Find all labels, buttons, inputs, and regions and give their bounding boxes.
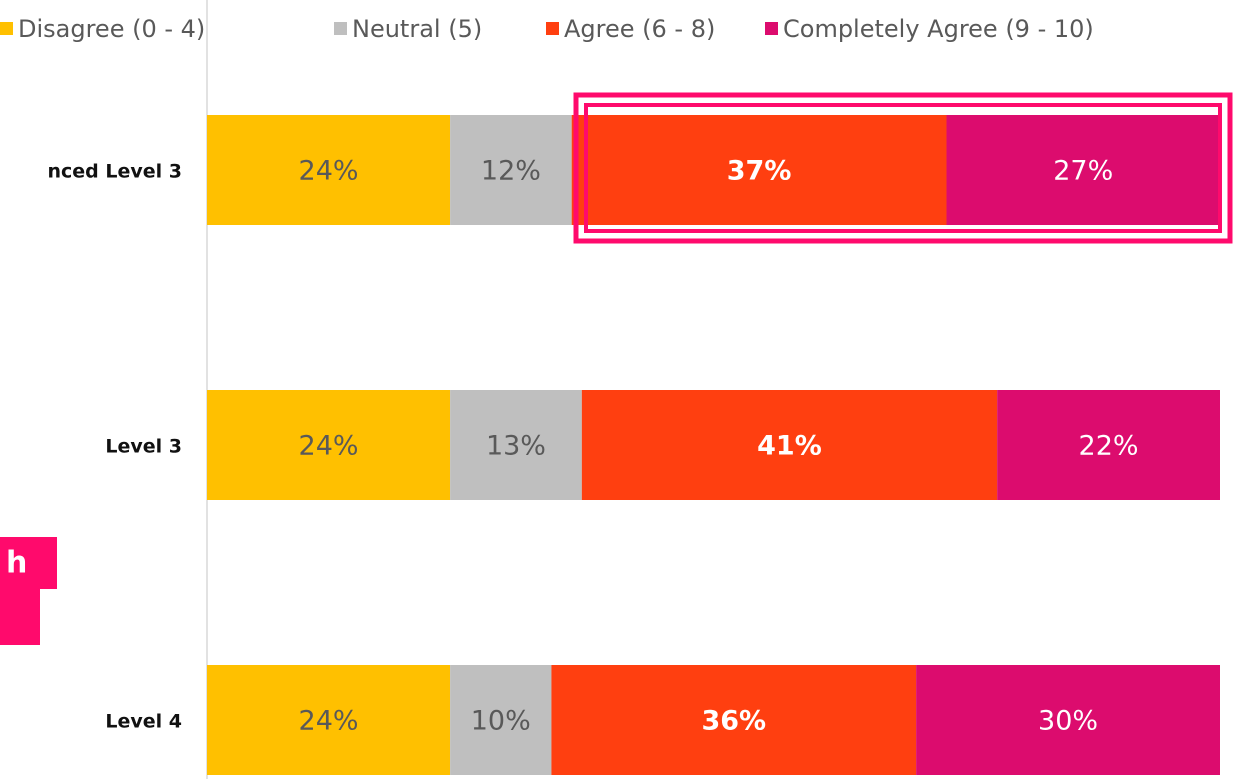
legend-label: Completely Agree (9 - 10)	[783, 15, 1094, 43]
category-label: Level 4	[105, 711, 182, 733]
value-label: 12%	[481, 156, 541, 187]
annotation-box	[0, 589, 40, 645]
legend-label: Disagree (0 - 4)	[18, 15, 205, 43]
value-label: 24%	[299, 156, 359, 187]
value-label: 37%	[727, 156, 792, 187]
legend-label: Agree (6 - 8)	[564, 15, 715, 43]
category-label: nced Level 3	[47, 161, 182, 183]
value-label: 24%	[299, 706, 359, 737]
value-label: 30%	[1038, 706, 1098, 737]
legend-swatch	[0, 22, 13, 35]
value-label: 13%	[486, 431, 546, 462]
value-label: 24%	[299, 431, 359, 462]
legend-swatch	[334, 22, 347, 35]
annotation: h	[6, 546, 27, 581]
chart: h Disagree (0 - 4) Neutral (5) Agree (6 - …	[0, 0, 1255, 779]
value-label: 27%	[1053, 156, 1113, 187]
legend-swatch	[546, 22, 559, 35]
category-label: Level 3	[105, 436, 182, 458]
value-label: 41%	[757, 431, 822, 462]
value-label: 22%	[1079, 431, 1139, 462]
legend-label: Neutral (5)	[352, 15, 482, 43]
value-label: 36%	[701, 706, 766, 737]
value-label: 10%	[471, 706, 531, 737]
legend-swatch	[765, 22, 778, 35]
